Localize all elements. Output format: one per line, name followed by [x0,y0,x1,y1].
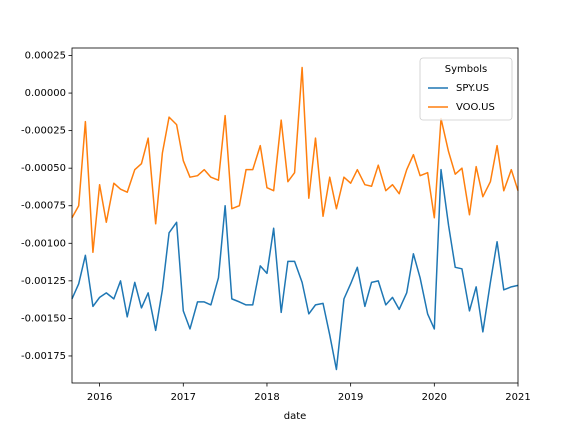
y-tick-label: -0.00075 [21,201,66,212]
y-tick-label: -0.00125 [21,276,66,287]
legend-box [419,57,513,121]
x-tick-label: 2020 [422,392,447,403]
x-tick-label: 2021 [505,392,530,403]
series-line [71,168,519,371]
x-tick-label: 2016 [87,392,112,403]
x-tick-label: 2019 [338,392,363,403]
y-tick-label: -0.00050 [21,163,66,174]
y-tick-label: -0.00175 [21,351,66,362]
y-tick-label: -0.00025 [21,126,66,137]
y-tick-label: -0.00100 [21,238,66,249]
x-axis-label: date [284,411,307,422]
axes-frame [71,47,519,384]
series-line [71,66,519,254]
x-tick-label: 2018 [254,392,279,403]
legend-title: Symbols [445,64,487,75]
y-tick-label: -0.00150 [21,313,66,324]
y-tick-label: 0.00025 [25,51,66,62]
legend-label: VOO.US [456,102,495,113]
y-tick-label: 0.00000 [25,88,66,99]
x-tick-label: 2017 [171,392,196,403]
legend-label: SPY.US [456,83,489,94]
